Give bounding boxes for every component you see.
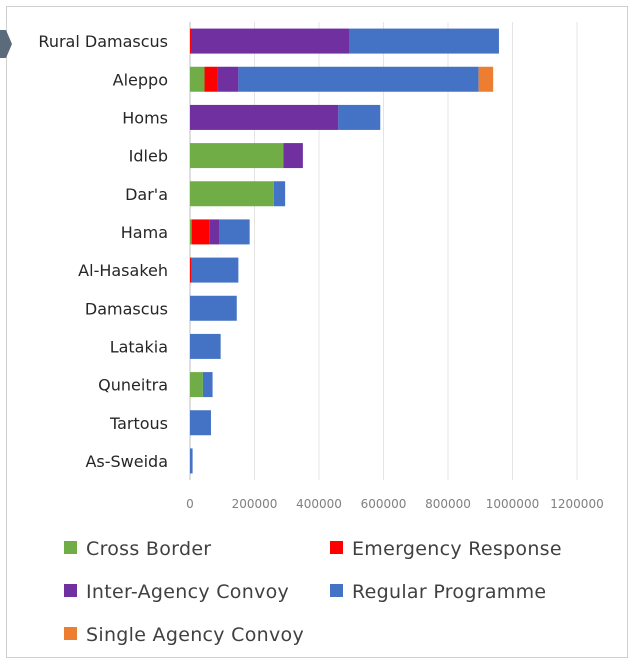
bar-hama-cross-border bbox=[190, 219, 192, 245]
x-tick-label: 0 bbox=[186, 497, 194, 511]
category-labels: Rural Damascus Aleppo Homs Idleb Dar'a Hama Al… bbox=[38, 32, 168, 471]
x-tick-label: 600000 bbox=[361, 497, 407, 511]
bar-dar-a-cross-border bbox=[190, 181, 274, 207]
legend: Cross Border Emergency Response Inter-Agen… bbox=[64, 538, 562, 646]
category-label: Idleb bbox=[129, 147, 168, 166]
x-tick-label: 400000 bbox=[296, 497, 342, 511]
legend-swatch-cross-border bbox=[64, 541, 77, 554]
category-label: As-Sweida bbox=[85, 452, 168, 471]
bar-as-sweida-regular-programme bbox=[190, 448, 193, 474]
x-tick-label: 1200000 bbox=[550, 497, 603, 511]
legend-label-inter-agency-convoy: Inter-Agency Convoy bbox=[86, 581, 289, 603]
bar-damascus-regular-programme bbox=[190, 295, 237, 321]
category-label: Damascus bbox=[85, 299, 168, 318]
legend-label-cross-border: Cross Border bbox=[86, 538, 211, 560]
bar-hama-regular-programme bbox=[219, 219, 250, 245]
bar-homs-inter-agency-convoy bbox=[190, 104, 339, 130]
bar-aleppo-single-agency-convoy bbox=[478, 66, 494, 92]
category-label: Aleppo bbox=[113, 70, 168, 89]
bar-hama-inter-agency-convoy bbox=[209, 219, 220, 245]
side-tab-icon bbox=[0, 30, 12, 58]
bar-latakia-regular-programme bbox=[190, 333, 221, 359]
category-label: Tartous bbox=[109, 414, 168, 433]
bar-aleppo-regular-programme bbox=[238, 66, 479, 92]
bar-quneitra-regular-programme bbox=[202, 372, 213, 398]
bar-homs-regular-programme bbox=[338, 104, 381, 130]
bar-rural-damascus-regular-programme bbox=[348, 28, 499, 54]
category-label: Homs bbox=[122, 108, 168, 127]
bar-rural-damascus-inter-agency-convoy bbox=[190, 28, 349, 54]
bar-idleb-cross-border bbox=[190, 143, 284, 169]
legend-label-single-agency-convoy: Single Agency Convoy bbox=[86, 624, 304, 646]
bar-aleppo-emergency-response bbox=[204, 66, 218, 92]
bar-aleppo-cross-border bbox=[190, 66, 205, 92]
legend-swatch-emergency-response bbox=[330, 541, 343, 554]
category-label: Dar'a bbox=[125, 185, 168, 204]
category-label: Rural Damascus bbox=[38, 32, 168, 51]
x-tick-label: 800000 bbox=[425, 497, 471, 511]
bar-tartous-regular-programme bbox=[190, 410, 211, 436]
bar-dar-a-regular-programme bbox=[273, 181, 286, 207]
bar-idleb-inter-agency-convoy bbox=[283, 143, 303, 169]
bars bbox=[190, 28, 499, 474]
category-label: Al-Hasakeh bbox=[78, 261, 168, 280]
bar-hama-emergency-response bbox=[191, 219, 210, 245]
legend-label-emergency-response: Emergency Response bbox=[352, 538, 562, 560]
x-tick-labels: 0 200000 400000 600000 800000 1000000 1200000 bbox=[186, 497, 604, 511]
bar-al-hasakeh-emergency-response bbox=[190, 257, 192, 283]
bar-aleppo-inter-agency-convoy bbox=[217, 66, 239, 92]
bar-al-hasakeh-regular-programme bbox=[191, 257, 239, 283]
x-tick-label: 1000000 bbox=[486, 497, 539, 511]
legend-label-regular-programme: Regular Programme bbox=[352, 581, 546, 603]
gridlines bbox=[189, 22, 578, 480]
category-label: Quneitra bbox=[98, 376, 168, 395]
category-label: Latakia bbox=[110, 337, 168, 356]
category-label: Hama bbox=[121, 223, 168, 242]
legend-swatch-regular-programme bbox=[330, 584, 343, 597]
bar-quneitra-cross-border bbox=[190, 372, 203, 398]
bar-rural-damascus-emergency-response bbox=[190, 28, 191, 54]
legend-swatch-inter-agency-convoy bbox=[64, 584, 77, 597]
x-tick-label: 200000 bbox=[232, 497, 278, 511]
legend-swatch-single-agency-convoy bbox=[64, 627, 77, 640]
